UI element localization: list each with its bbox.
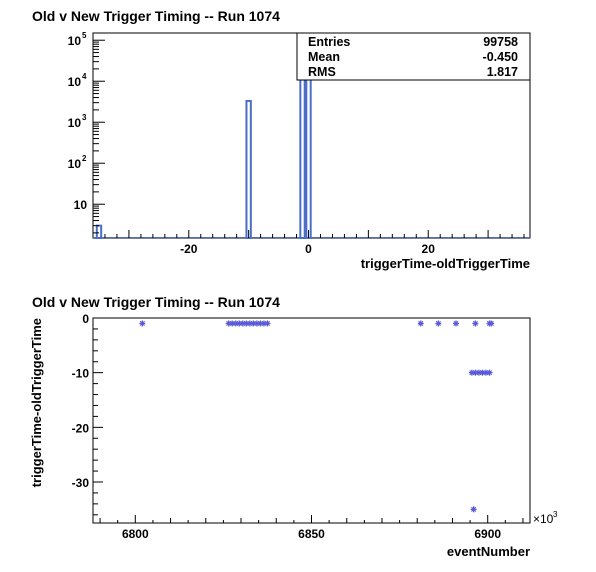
scatter-point — [488, 320, 495, 327]
histogram-y-tick-label: 10 — [68, 75, 82, 89]
histogram-y-tick-label: 10 — [68, 157, 82, 171]
scatter-y-tick-label: -10 — [72, 367, 90, 381]
scatter-x-tick-label: 6800 — [122, 527, 149, 541]
histogram-y-tick-label: 10 — [74, 198, 88, 212]
histogram-x-label: triggerTime-oldTriggerTime — [361, 256, 530, 271]
scatter-x-tick-label: 6850 — [298, 527, 325, 541]
scatter-points — [139, 320, 495, 513]
scatter-point — [486, 369, 493, 376]
scatter-point — [452, 320, 459, 327]
histogram-bar — [95, 224, 103, 240]
stats-mean-value: -0.450 — [483, 50, 518, 64]
scatter-x-label: eventNumber — [447, 544, 530, 559]
stats-entries-label: Entries — [308, 35, 350, 49]
scatter-point — [417, 320, 424, 327]
scatter-y-label: triggerTime-oldTriggerTime — [29, 318, 44, 487]
histogram-bar — [299, 78, 306, 239]
histogram-y-tick-exponent: 5 — [82, 31, 87, 40]
x-multiplier: ×10 3 — [533, 510, 558, 526]
scatter-y-tick-label: -20 — [72, 421, 90, 435]
scatter-title: Old v New Trigger Timing -- Run 1074 — [32, 294, 280, 310]
scatter-point — [470, 506, 477, 513]
histogram-x-ticks: -20 0 20 — [104, 230, 525, 256]
histogram-panel: Old v New Trigger Timing -- Run 1074 -20… — [32, 8, 531, 271]
stats-mean-label: Mean — [308, 50, 340, 64]
histogram-x-tick-label: 20 — [422, 242, 436, 256]
scatter-x-ticks: 6800 6850 6900 — [99, 515, 524, 541]
scatter-frame — [92, 317, 531, 524]
scatter-panel: Old v New Trigger Timing -- Run 1074 680… — [29, 294, 558, 559]
x-multiplier-base: ×10 — [533, 512, 554, 526]
stats-box: Entries 99758 Mean -0.450 RMS 1.817 — [296, 32, 531, 81]
histogram-y-tick-label: 10 — [68, 116, 82, 130]
histogram-y-tick-exponent: 4 — [82, 72, 87, 81]
x-multiplier-exponent: 3 — [553, 510, 558, 519]
scatter-point — [139, 320, 146, 327]
stats-rms-label: RMS — [308, 65, 336, 79]
scatter-point — [435, 320, 442, 327]
scatter-y-tick-label: 0 — [82, 312, 89, 326]
histogram-y-tick-exponent: 3 — [82, 113, 87, 122]
histogram-x-tick-label: -20 — [180, 242, 198, 256]
histogram-bar — [245, 99, 252, 240]
scatter-point — [264, 320, 271, 327]
stats-rms-value: 1.817 — [487, 65, 518, 79]
scatter-y-tick-label: -30 — [72, 476, 90, 490]
scatter-y-ticks: 0 -10 -20 -30 — [72, 312, 103, 516]
stats-entries-value: 99758 — [483, 35, 518, 49]
histogram-title: Old v New Trigger Timing -- Run 1074 — [32, 8, 280, 24]
histogram-x-tick-label: 0 — [305, 242, 312, 256]
histogram-y-tick-exponent: 2 — [82, 154, 87, 163]
stats-box-frame — [296, 32, 531, 81]
histogram-y-tick-label: 10 — [68, 34, 82, 48]
scatter-point — [472, 320, 479, 327]
scatter-x-tick-label: 6900 — [474, 527, 501, 541]
